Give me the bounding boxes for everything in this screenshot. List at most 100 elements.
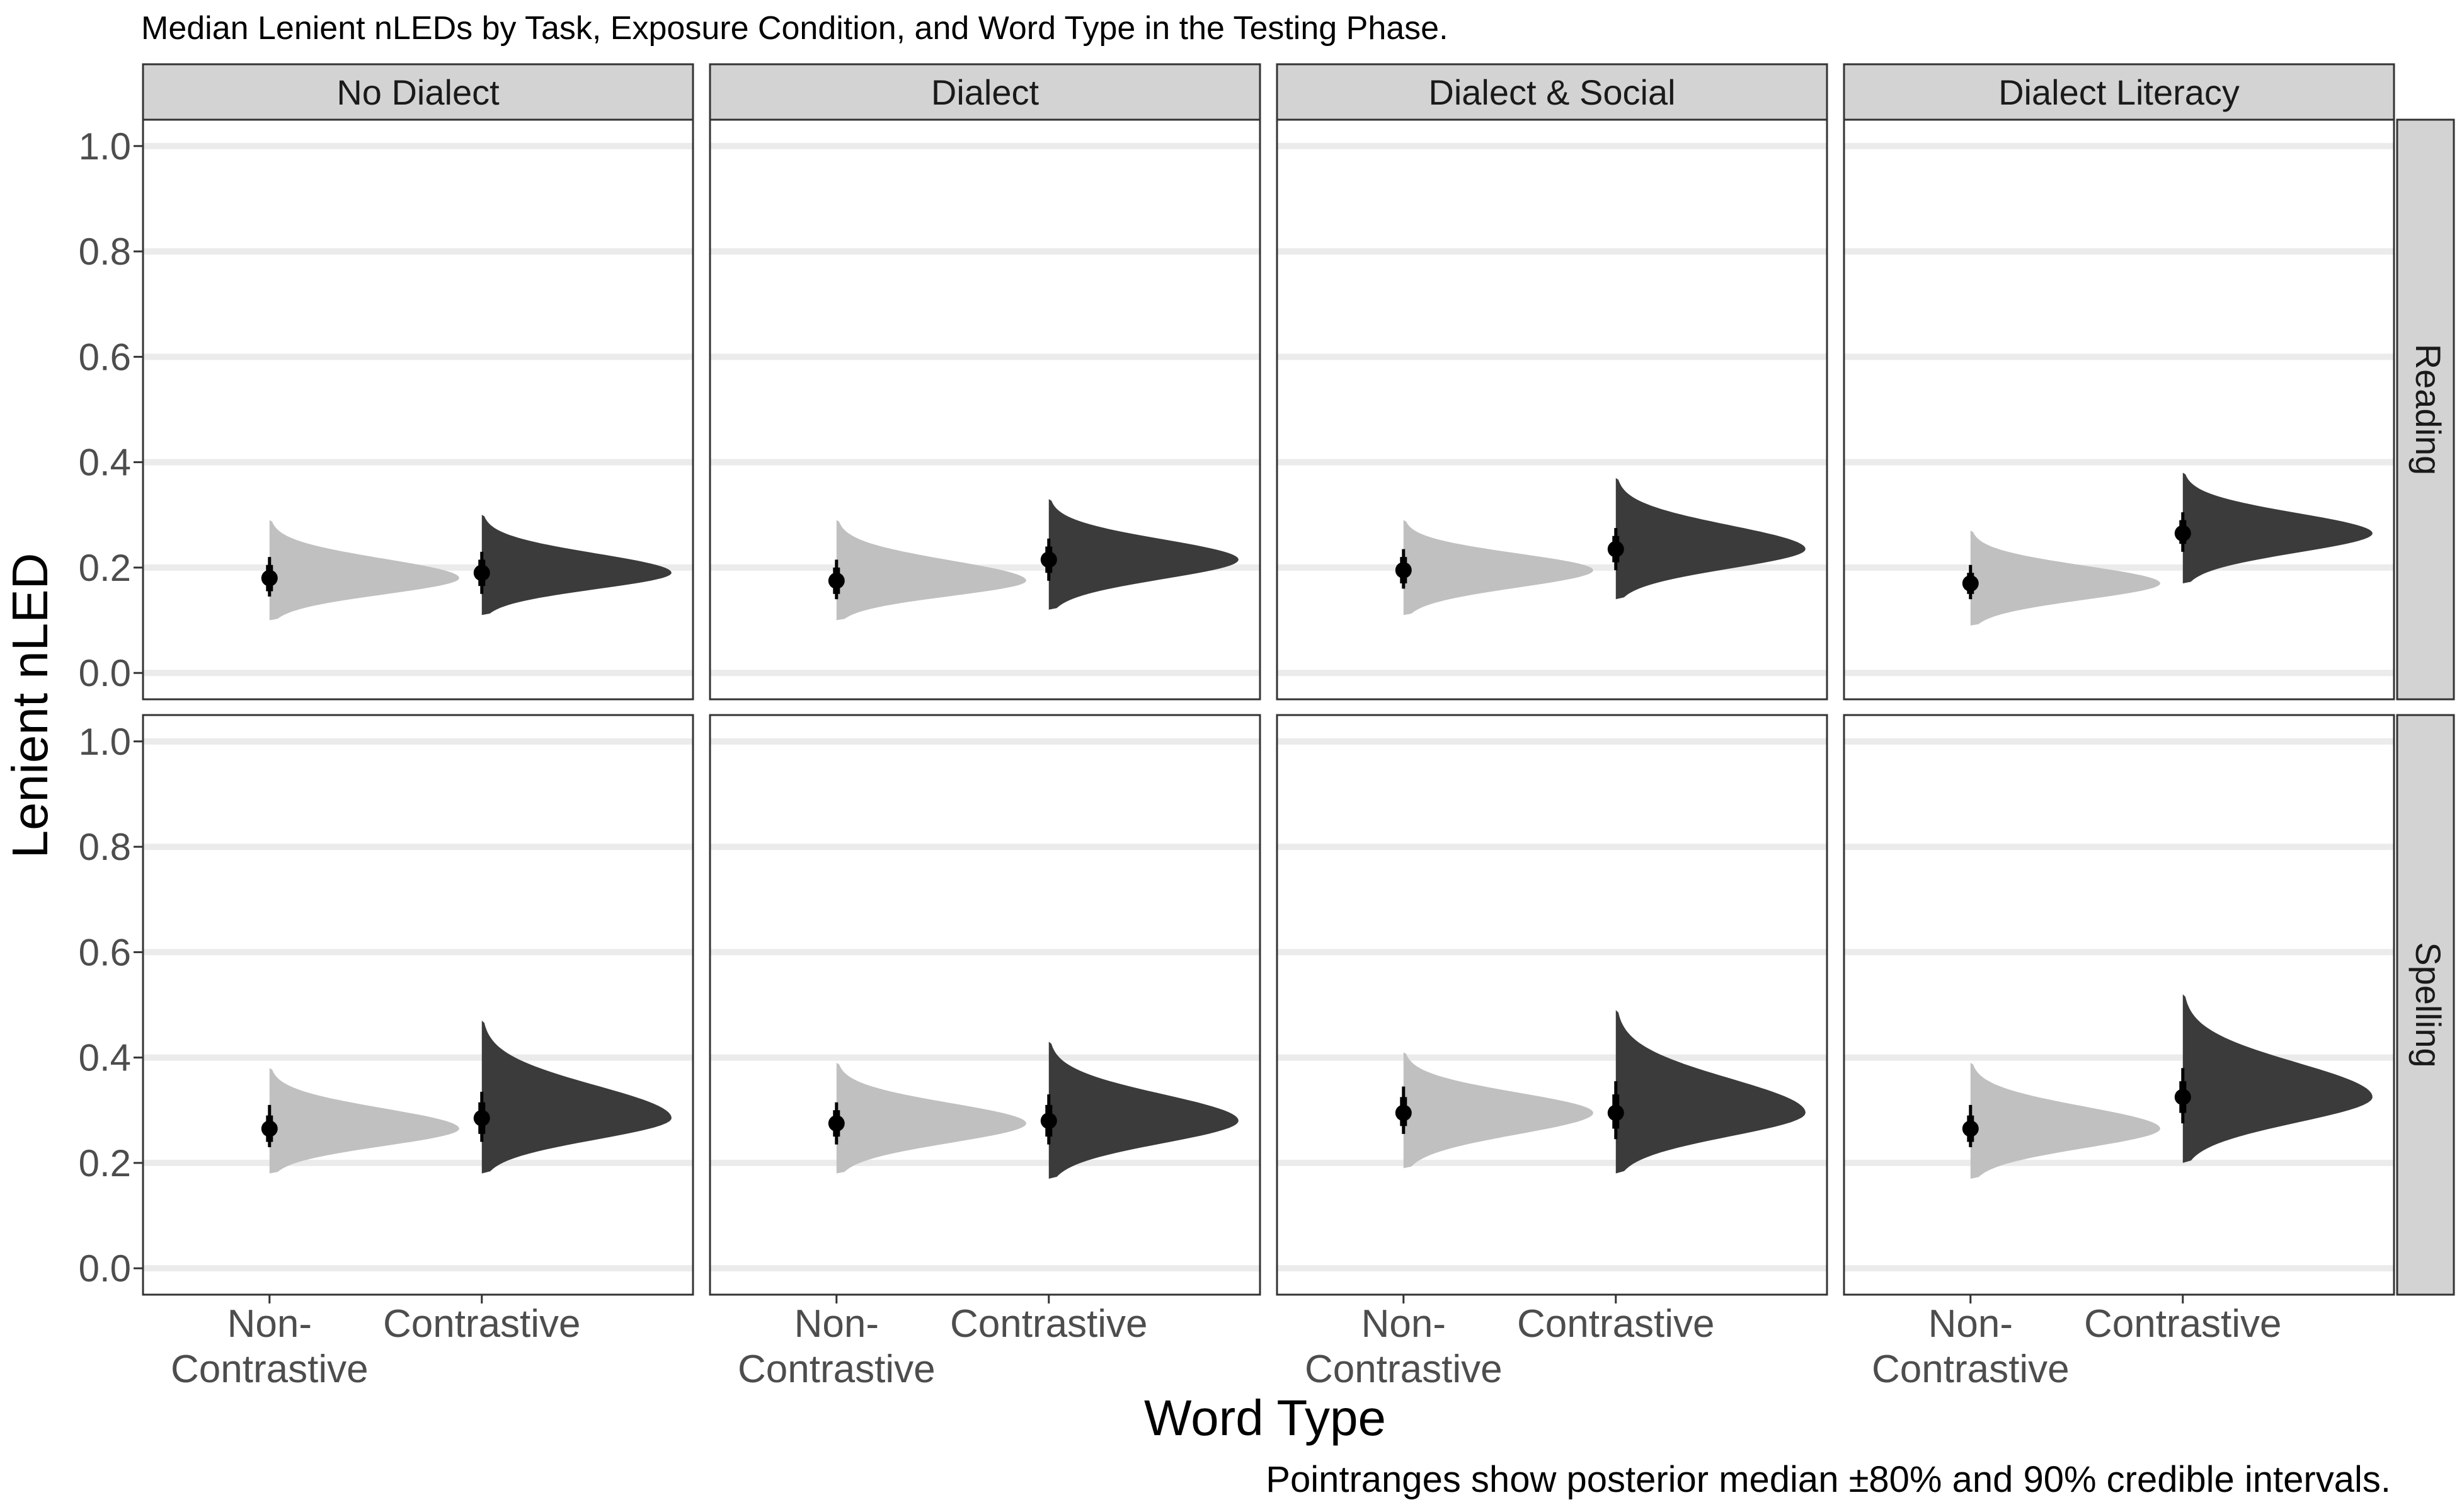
y-tick-label: 0.4 (79, 442, 131, 484)
row-strip-spelling: Spelling (2396, 714, 2455, 1296)
density-contrastive (2182, 994, 2373, 1163)
median-point-contrastive (2174, 1089, 2191, 1106)
y-tick-label: 0.8 (79, 826, 131, 868)
x-tick-label: Contrastive (1517, 1302, 1715, 1346)
panel-background (710, 715, 1260, 1295)
y-tick-label: 0.2 (79, 547, 131, 589)
x-tick-label: Contrastive (738, 1348, 936, 1391)
chart-title: Median Lenient nLEDs by Task, Exposure C… (141, 10, 1448, 47)
median-point-non_contrastive (828, 1115, 845, 1132)
panel-border (142, 714, 694, 1296)
density-contrastive (481, 1021, 672, 1174)
median-point-non_contrastive (828, 572, 845, 589)
column-strip-label: No Dialect (336, 72, 500, 112)
density-non_contrastive (836, 1063, 1026, 1174)
y-tick-label: 0.8 (79, 231, 131, 273)
column-strip-no-dialect: No Dialect (142, 63, 694, 121)
median-point-contrastive (2174, 525, 2191, 542)
y-tick-label: 0.0 (79, 652, 131, 694)
density-non_contrastive (1970, 1063, 2160, 1179)
panel-border (1843, 714, 2395, 1296)
density-non_contrastive (1970, 530, 2160, 626)
density-non_contrastive (1403, 520, 1593, 616)
x-tick-label: Contrastive (2084, 1302, 2282, 1346)
density-contrastive (481, 515, 672, 616)
column-strip-bg (709, 63, 1261, 121)
x-tick-label: Contrastive (1305, 1348, 1503, 1391)
y-tick-label: 0.6 (79, 931, 131, 973)
density-non_contrastive (1403, 1052, 1593, 1169)
panel-background (143, 120, 693, 699)
column-strip-bg (1276, 63, 1828, 121)
y-tick-label: 0.4 (79, 1037, 131, 1079)
panel-background (1844, 715, 2394, 1295)
panel-reading-no-dialect (142, 118, 694, 701)
panel-border (1276, 714, 1828, 1296)
row-strip-bg (2396, 714, 2455, 1296)
panel-spelling-no-dialect (142, 714, 694, 1296)
panel-border (1843, 118, 2395, 701)
x-tick-label: Contrastive (383, 1302, 581, 1346)
x-tick-label: Contrastive (1872, 1348, 2070, 1391)
row-strip-label: Spelling (2408, 942, 2448, 1067)
panel-background (710, 120, 1260, 699)
row-strip-bg (2396, 118, 2455, 701)
panel-reading-dialect-and-social (1276, 118, 1828, 701)
panel-background (1277, 120, 1827, 699)
density-contrastive (1615, 478, 1806, 600)
median-point-contrastive (473, 1109, 490, 1126)
density-non_contrastive (836, 520, 1026, 621)
column-strip-bg (1843, 63, 2395, 121)
x-axis-title: Word Type (1144, 1390, 1386, 1446)
panel-border (142, 118, 694, 701)
median-point-contrastive (1607, 541, 1624, 558)
median-point-contrastive (1040, 1113, 1057, 1129)
column-strip-label: Dialect (931, 72, 1040, 112)
panel-spelling-dialect (709, 714, 1261, 1296)
median-point-contrastive (473, 564, 490, 581)
density-non_contrastive (269, 1068, 459, 1174)
median-point-non_contrastive (261, 1120, 278, 1137)
y-tick-label: 0.6 (79, 336, 131, 378)
y-tick-label: 0.2 (79, 1142, 131, 1184)
y-axis-title: Lenient nLED (2, 553, 58, 859)
panel-background (143, 715, 693, 1295)
panel-background (1844, 120, 2394, 699)
facet-grid: No Dialect Dialect Dialect & Social Dialect… (79, 63, 2455, 1391)
y-tick-label: 0.0 (79, 1247, 131, 1290)
panel-background (1277, 715, 1827, 1295)
x-tick-label: Contrastive (950, 1302, 1148, 1346)
median-point-non_contrastive (1395, 562, 1412, 579)
x-tick-label: Non- (227, 1302, 312, 1346)
panel-reading-dialect (709, 118, 1261, 701)
median-point-non_contrastive (1962, 575, 1979, 592)
column-strip-dialect: Dialect (709, 63, 1261, 121)
median-point-contrastive (1607, 1104, 1624, 1121)
column-strip-dialect-literacy: Dialect Literacy (1843, 63, 2395, 121)
density-contrastive (1615, 1010, 1806, 1174)
column-strip-bg (142, 63, 694, 121)
density-contrastive (1048, 499, 1239, 610)
x-tick-label: Non- (794, 1302, 879, 1346)
median-point-non_contrastive (261, 570, 278, 587)
panel-spelling-dialect-and-social (1276, 714, 1828, 1296)
column-strip-label: Dialect Literacy (1998, 72, 2240, 112)
column-strip-label: Dialect & Social (1428, 72, 1675, 112)
column-strip-dialect-and-social: Dialect & Social (1276, 63, 1828, 121)
y-tick-label: 1.0 (79, 125, 131, 168)
x-tick-label: Non- (1361, 1302, 1446, 1346)
x-tick-label: Non- (1928, 1302, 2013, 1346)
panel-border (709, 714, 1261, 1296)
panel-border (709, 118, 1261, 701)
row-strip-reading: Reading (2396, 118, 2455, 701)
x-tick-label: Contrastive (171, 1348, 369, 1391)
chart-caption: Pointranges show posterior median ±80% a… (1266, 1459, 2391, 1500)
row-strip-label: Reading (2408, 344, 2448, 476)
density-contrastive (2182, 472, 2373, 583)
y-tick-label: 1.0 (79, 721, 131, 763)
median-point-contrastive (1040, 551, 1057, 568)
median-point-non_contrastive (1962, 1120, 1979, 1137)
density-non_contrastive (269, 520, 459, 621)
panel-border (1276, 118, 1828, 701)
